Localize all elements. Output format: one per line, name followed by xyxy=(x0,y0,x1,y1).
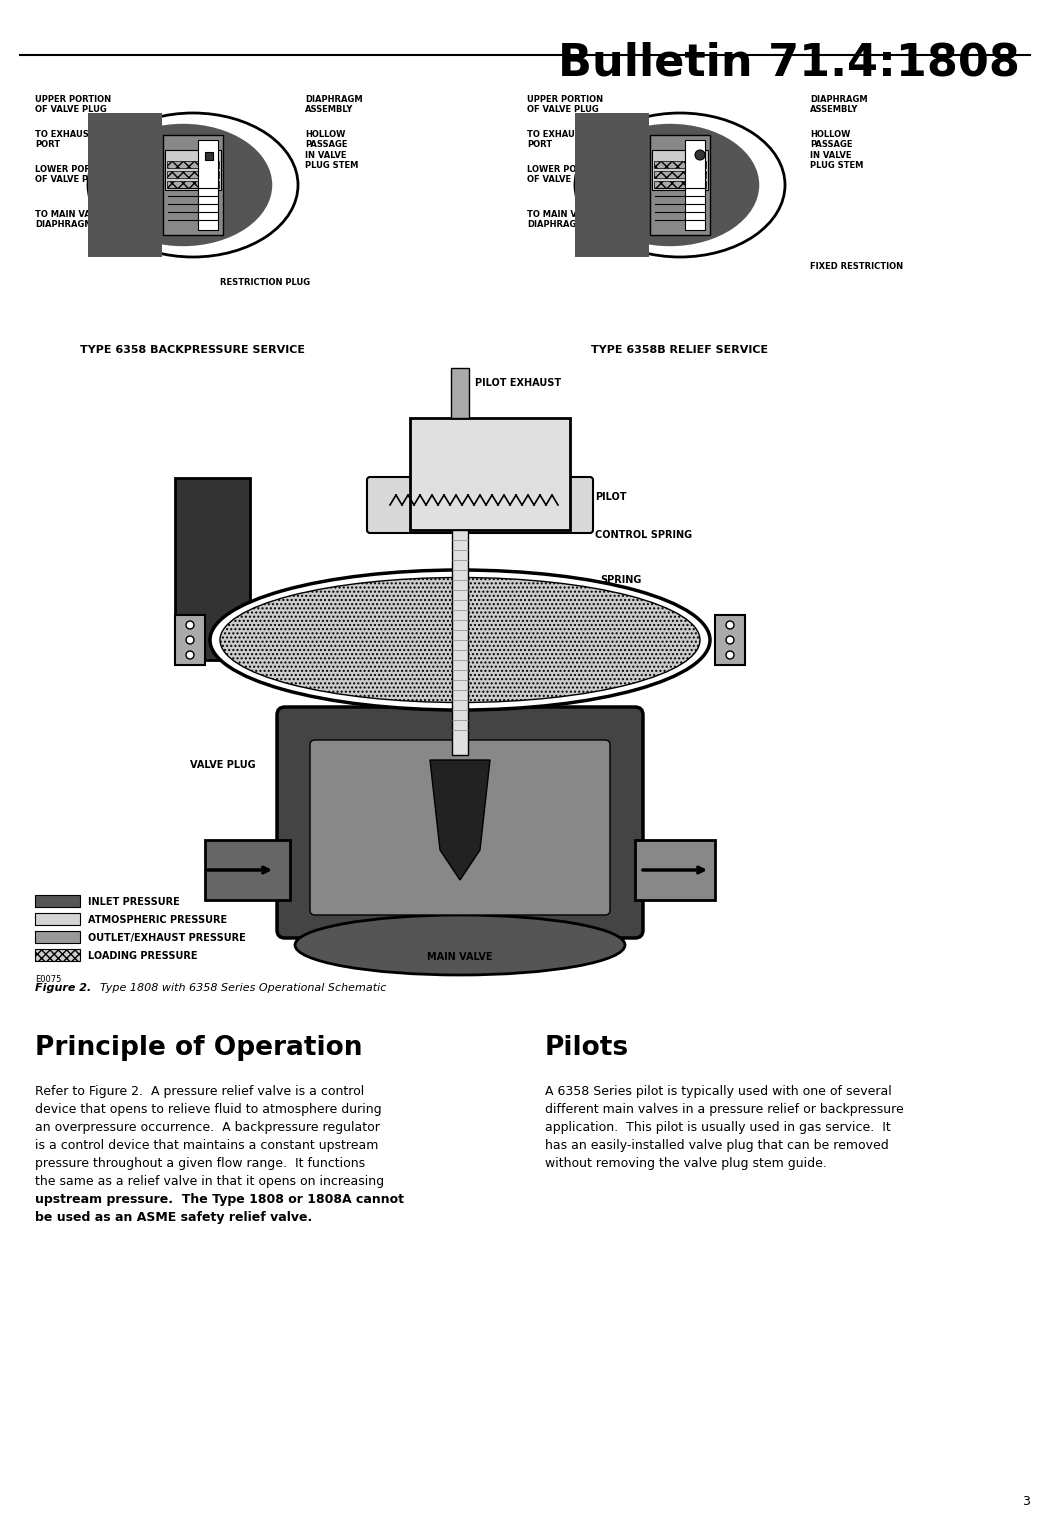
Circle shape xyxy=(726,636,734,644)
Bar xyxy=(635,840,715,899)
Ellipse shape xyxy=(295,914,625,975)
Text: TO EXHAUST
PORT: TO EXHAUST PORT xyxy=(35,131,94,149)
Bar xyxy=(654,181,706,188)
Text: TYPE 6358 BACKPRESSURE SERVICE: TYPE 6358 BACKPRESSURE SERVICE xyxy=(81,345,306,355)
Text: UPPER PORTION
OF VALVE PLUG: UPPER PORTION OF VALVE PLUG xyxy=(527,96,603,114)
Text: INLET PRESSURE: INLET PRESSURE xyxy=(88,898,180,907)
Text: LOADING PRESSURE: LOADING PRESSURE xyxy=(88,951,197,962)
Text: Pilots: Pilots xyxy=(545,1034,629,1060)
FancyBboxPatch shape xyxy=(277,706,643,939)
Bar xyxy=(35,913,80,925)
Text: different main valves in a pressure relief or backpressure: different main valves in a pressure reli… xyxy=(545,1103,904,1116)
Text: ATMOSPHERIC PRESSURE: ATMOSPHERIC PRESSURE xyxy=(88,914,227,925)
Bar xyxy=(575,112,649,257)
Bar xyxy=(167,172,219,178)
Text: Bulletin 71.4:1808: Bulletin 71.4:1808 xyxy=(559,43,1020,85)
Ellipse shape xyxy=(581,125,759,246)
Circle shape xyxy=(186,621,194,629)
Bar xyxy=(167,181,219,188)
Bar xyxy=(198,140,218,229)
FancyBboxPatch shape xyxy=(368,477,593,533)
Text: the same as a relief valve in that it opens on increasing: the same as a relief valve in that it op… xyxy=(35,1176,384,1188)
Text: be used as an ASME safety relief valve.: be used as an ASME safety relief valve. xyxy=(35,1211,312,1224)
Text: OUTLET/EXHAUST PRESSURE: OUTLET/EXHAUST PRESSURE xyxy=(88,933,246,943)
Bar xyxy=(650,135,710,235)
Text: 3: 3 xyxy=(1022,1495,1030,1508)
Text: TO MAIN VALVE
DIAPHRAGM: TO MAIN VALVE DIAPHRAGM xyxy=(35,210,107,229)
Bar xyxy=(35,949,80,962)
Text: DIAPHRAGM
ASSEMBLY: DIAPHRAGM ASSEMBLY xyxy=(304,96,362,114)
Text: PILOT EXHAUST: PILOT EXHAUST xyxy=(475,378,561,387)
Text: UPPER PORTION
OF VALVE PLUG: UPPER PORTION OF VALVE PLUG xyxy=(35,96,111,114)
Circle shape xyxy=(726,652,734,659)
Text: upstream pressure.  The Type 1808 or 1808A cannot: upstream pressure. The Type 1808 or 1808… xyxy=(35,1192,404,1206)
Text: HOLLOW
PASSAGE
IN VALVE
PLUG STEM: HOLLOW PASSAGE IN VALVE PLUG STEM xyxy=(810,131,863,170)
Ellipse shape xyxy=(93,125,272,246)
Ellipse shape xyxy=(220,577,700,702)
Ellipse shape xyxy=(88,112,298,257)
Bar xyxy=(452,368,469,418)
Bar xyxy=(652,150,708,190)
Circle shape xyxy=(726,621,734,629)
Text: DIAPHRAGM: DIAPHRAGM xyxy=(605,624,672,635)
Text: VALVE PLUG: VALVE PLUG xyxy=(190,760,255,770)
Bar xyxy=(163,135,223,235)
Bar xyxy=(35,895,80,907)
Text: PILOT: PILOT xyxy=(595,492,627,501)
Text: Figure 2.: Figure 2. xyxy=(35,983,91,993)
Text: DIAPHRAGM
ASSEMBLY: DIAPHRAGM ASSEMBLY xyxy=(810,96,867,114)
Bar xyxy=(685,140,705,229)
Bar xyxy=(35,931,80,943)
Text: LOWER PORTION
OF VALVE PLUG: LOWER PORTION OF VALVE PLUG xyxy=(35,166,113,184)
Circle shape xyxy=(186,652,194,659)
Text: is a control device that maintains a constant upstream: is a control device that maintains a con… xyxy=(35,1139,378,1151)
Bar xyxy=(167,161,219,169)
Text: has an easily-installed valve plug that can be removed: has an easily-installed valve plug that … xyxy=(545,1139,888,1151)
Text: LOWER PORTION
OF VALVE PLUG: LOWER PORTION OF VALVE PLUG xyxy=(527,166,606,184)
Bar xyxy=(88,112,162,257)
Bar xyxy=(175,478,250,659)
Text: TO EXHAUST
PORT: TO EXHAUST PORT xyxy=(527,131,587,149)
Bar xyxy=(654,161,706,169)
Text: RESTRICTION PLUG: RESTRICTION PLUG xyxy=(220,278,310,287)
Bar xyxy=(175,615,205,665)
Text: CONTROL SPRING: CONTROL SPRING xyxy=(595,530,692,539)
Text: MAIN VALVE: MAIN VALVE xyxy=(427,952,492,962)
Text: A 6358 Series pilot is typically used with one of several: A 6358 Series pilot is typically used wi… xyxy=(545,1085,891,1098)
Polygon shape xyxy=(430,760,490,880)
Text: TYPE 6358B RELIEF SERVICE: TYPE 6358B RELIEF SERVICE xyxy=(591,345,769,355)
Text: TO MAIN VALVE
DIAPHRAGM: TO MAIN VALVE DIAPHRAGM xyxy=(527,210,598,229)
Circle shape xyxy=(186,636,194,644)
Text: application.  This pilot is usually used in gas service.  It: application. This pilot is usually used … xyxy=(545,1121,890,1135)
Circle shape xyxy=(695,150,705,159)
Bar xyxy=(205,152,213,159)
Text: without removing the valve plug stem guide.: without removing the valve plug stem gui… xyxy=(545,1157,827,1170)
Polygon shape xyxy=(452,530,468,755)
Text: Refer to Figure 2.  A pressure relief valve is a control: Refer to Figure 2. A pressure relief val… xyxy=(35,1085,364,1098)
Bar xyxy=(410,418,570,530)
FancyBboxPatch shape xyxy=(310,740,610,914)
Text: Type 1808 with 6358 Series Operational Schematic: Type 1808 with 6358 Series Operational S… xyxy=(100,983,386,993)
Bar xyxy=(205,840,290,899)
Ellipse shape xyxy=(575,112,785,257)
Bar xyxy=(165,150,220,190)
Text: HOLLOW
PASSAGE
IN VALVE
PLUG STEM: HOLLOW PASSAGE IN VALVE PLUG STEM xyxy=(304,131,358,170)
Text: device that opens to relieve fluid to atmosphere during: device that opens to relieve fluid to at… xyxy=(35,1103,381,1116)
Text: FIXED RESTRICTION: FIXED RESTRICTION xyxy=(810,261,903,270)
Ellipse shape xyxy=(210,570,710,709)
Bar xyxy=(715,615,746,665)
Text: SPRING: SPRING xyxy=(600,576,642,585)
Text: Principle of Operation: Principle of Operation xyxy=(35,1034,362,1060)
Bar xyxy=(654,172,706,178)
Text: E0075: E0075 xyxy=(35,975,61,984)
Text: an overpressure occurrence.  A backpressure regulator: an overpressure occurrence. A backpressu… xyxy=(35,1121,380,1135)
Text: pressure throughout a given flow range.  It functions: pressure throughout a given flow range. … xyxy=(35,1157,365,1170)
